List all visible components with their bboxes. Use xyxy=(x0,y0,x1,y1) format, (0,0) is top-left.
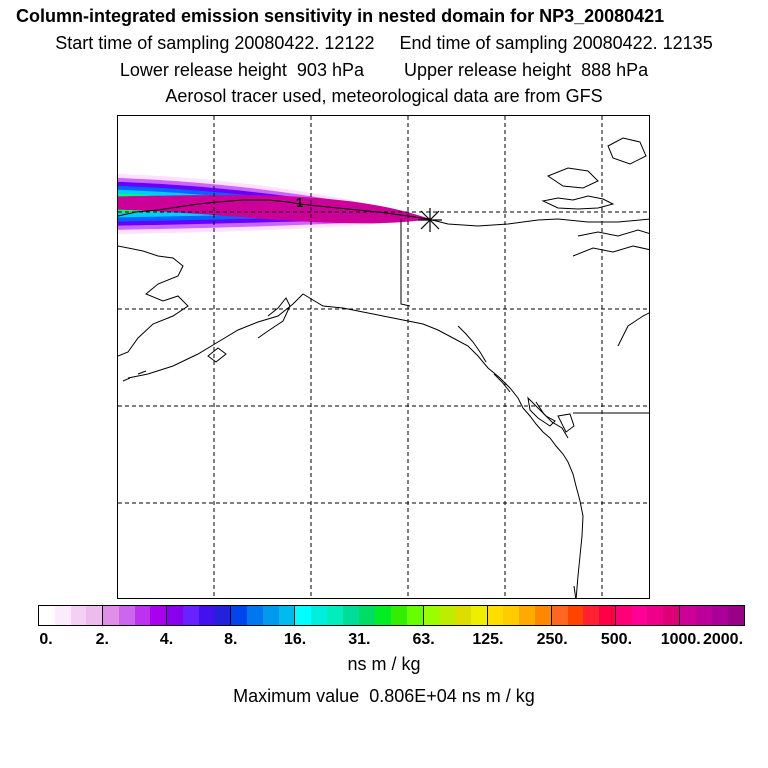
colorbar-swatch xyxy=(695,606,712,625)
colorbar-swatch xyxy=(247,606,263,625)
colorbar-interval xyxy=(231,606,296,625)
colorbar-swatch xyxy=(391,606,407,625)
map-title: Column-integrated emission sensitivity i… xyxy=(16,6,665,26)
colorbar-interval xyxy=(39,606,104,625)
colorbar-swatch xyxy=(167,606,183,625)
colorbar-tick-label: 125. xyxy=(472,631,504,648)
colorbar-tick-label: 4. xyxy=(159,631,174,648)
colorbar-swatch xyxy=(535,606,551,625)
colorbar-tick-label: 250. xyxy=(536,631,568,648)
maximum-value-text: Maximum value 0.806E+04 ns m / kg xyxy=(233,686,535,706)
colorbar-swatch xyxy=(470,606,487,625)
colorbar-swatch xyxy=(503,606,520,625)
colorbar-units: ns m / kg xyxy=(347,654,421,674)
colorbar-swatch xyxy=(712,606,729,625)
emission-plume xyxy=(118,174,430,234)
political-boundaries xyxy=(400,219,649,414)
colorbar-swatch xyxy=(262,606,279,625)
colorbar-interval xyxy=(359,606,424,625)
colorbar-swatch xyxy=(70,606,87,625)
colorbar-swatch xyxy=(679,606,696,625)
colorbar-swatch xyxy=(359,606,376,625)
colorbar-swatch xyxy=(439,606,456,625)
map-canvas: 1 xyxy=(118,116,649,598)
lat-lon-grid xyxy=(118,116,649,598)
colorbar xyxy=(38,605,745,626)
colorbar-interval xyxy=(295,606,360,625)
colorbar-interval xyxy=(103,606,168,625)
release-height-line: Lower release height 903 hPa Upper relea… xyxy=(119,60,649,80)
colorbar-swatch xyxy=(406,606,423,625)
colorbar-swatch xyxy=(134,606,151,625)
colorbar-swatch xyxy=(295,606,312,625)
colorbar-swatch xyxy=(39,606,55,625)
colorbar-swatch xyxy=(663,606,679,625)
colorbar-swatch xyxy=(103,606,119,625)
colorbar-swatch xyxy=(583,606,600,625)
colorbar-swatch xyxy=(599,606,615,625)
colorbar-swatch xyxy=(567,606,584,625)
colorbar-swatch xyxy=(455,606,471,625)
colorbar-swatch xyxy=(231,606,248,625)
tracer-info-line: Aerosol tracer used, meteorological data… xyxy=(165,86,603,106)
map-panel[interactable]: 1 xyxy=(117,115,650,599)
colorbar-interval xyxy=(423,606,488,625)
colorbar-swatch xyxy=(615,606,632,625)
colorbar-tick-label: 2000. xyxy=(702,631,744,648)
colorbar-swatch xyxy=(182,606,199,625)
colorbar-swatch xyxy=(311,606,327,625)
plume-band xyxy=(118,194,430,224)
colorbar-swatch xyxy=(519,606,535,625)
coastlines xyxy=(118,137,649,598)
colorbar-swatch xyxy=(278,606,295,625)
colorbar-tick-label: 63. xyxy=(412,631,435,648)
sampling-time-line: Start time of sampling 20080422. 12122 E… xyxy=(55,33,713,53)
colorbar-tick-label: 1000. xyxy=(660,631,701,648)
colorbar-interval xyxy=(167,606,232,625)
colorbar-tick-label: 2. xyxy=(95,631,109,648)
colorbar-swatch xyxy=(423,606,440,625)
colorbar-swatch xyxy=(728,606,745,625)
colorbar-tick-label: 500. xyxy=(600,631,633,648)
colorbar-swatch xyxy=(326,606,343,625)
colorbar-swatch xyxy=(342,606,359,625)
colorbar-interval xyxy=(679,606,745,625)
colorbar-swatch xyxy=(551,606,568,625)
colorbar-tick-label: 8. xyxy=(224,631,238,648)
colorbar-interval xyxy=(487,606,552,625)
colorbar-swatch xyxy=(214,606,231,625)
colorbar-swatch xyxy=(150,606,167,625)
colorbar-swatch xyxy=(647,606,664,625)
colorbar-swatch xyxy=(198,606,215,625)
colorbar-swatch xyxy=(631,606,648,625)
plume-contour-label: 1 xyxy=(296,195,303,210)
colorbar-tick-label: 31. xyxy=(348,631,371,648)
colorbar-swatch xyxy=(86,606,103,625)
colorbar-interval xyxy=(615,606,680,625)
colorbar-interval xyxy=(551,606,616,625)
colorbar-swatch xyxy=(118,606,135,625)
colorbar-tick-label: 16. xyxy=(283,631,307,648)
colorbar-swatch xyxy=(375,606,392,625)
colorbar-swatch xyxy=(487,606,504,625)
release-point-star-icon xyxy=(418,208,442,232)
colorbar-swatch xyxy=(54,606,71,625)
colorbar-tick-label: 0. xyxy=(39,631,53,648)
